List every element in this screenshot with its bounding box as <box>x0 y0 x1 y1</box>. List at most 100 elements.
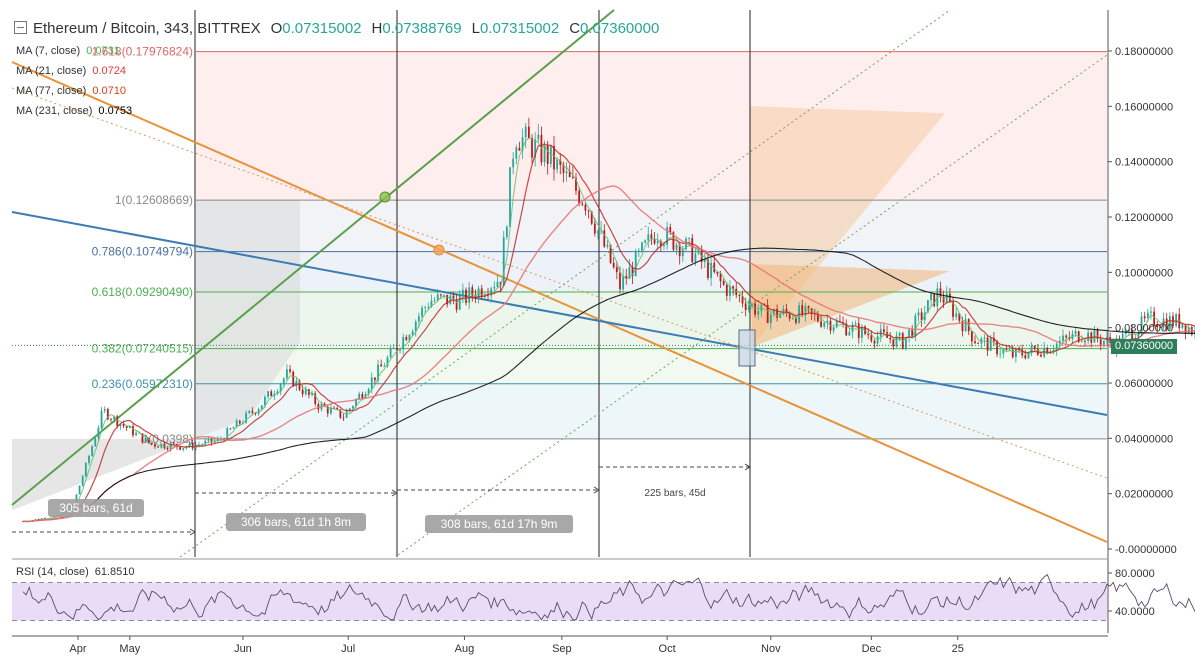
candle-body <box>1143 316 1146 319</box>
ma231-line <box>88 247 1195 508</box>
range-badge: 305 bars, 61d <box>59 501 132 515</box>
green-marker[interactable] <box>379 191 391 203</box>
ma-legend-21[interactable]: MA (21, close) 0.0724 <box>16 65 126 77</box>
fib-zone <box>196 348 1107 384</box>
range-arrow <box>391 489 398 497</box>
candle-body <box>37 519 40 520</box>
ma-legend-value: 0.0753 <box>98 105 133 117</box>
candle-body <box>147 437 150 443</box>
candle-body <box>292 371 295 387</box>
ma-legend-77[interactable]: MA (77, close) 0.0710 <box>16 85 126 97</box>
candle-body <box>625 275 628 279</box>
candle-body <box>773 309 775 315</box>
low-label: L <box>471 20 480 37</box>
candle-body <box>678 244 681 257</box>
candle-body <box>895 335 898 347</box>
candle-body <box>352 406 354 409</box>
time-tick-label: Sep <box>552 643 572 655</box>
candle-body <box>116 416 119 427</box>
candle-body <box>688 237 691 239</box>
candle-body <box>358 393 361 400</box>
candle-body <box>930 293 932 301</box>
candle-body <box>898 333 901 336</box>
candle-body <box>556 159 559 170</box>
ma-legend-label: MA (21, close) <box>16 65 87 77</box>
price-tick-label: 0.18000000 <box>1115 46 1173 58</box>
candle-body <box>889 337 892 340</box>
time-tick-label: Jun <box>234 643 252 655</box>
candle-body <box>1011 349 1014 358</box>
candle-body <box>301 389 304 395</box>
candle-body <box>455 300 458 310</box>
symbol-title: Ethereum / Bitcoin, 343, BITTREX <box>33 20 261 37</box>
candle-body <box>791 318 794 320</box>
candle-body <box>22 521 24 523</box>
candle-body <box>270 391 273 397</box>
range-badge-bg <box>226 513 366 531</box>
candle-body <box>245 412 247 423</box>
candle-body <box>685 238 687 250</box>
time-tick-label: Apr <box>69 643 86 655</box>
candle-body <box>389 348 392 358</box>
candle-body <box>606 244 609 247</box>
candle-body <box>659 241 662 247</box>
candle-body <box>578 190 581 204</box>
candle-body <box>681 249 684 257</box>
candle-body <box>644 240 647 243</box>
rsi-legend[interactable]: RSI (14, close) 61.8510 <box>16 566 135 578</box>
candle-body <box>537 134 540 140</box>
candle-body <box>593 223 596 234</box>
ma-legend-7[interactable]: MA (7, close) 0.0731 <box>16 45 120 57</box>
candle-body <box>870 335 873 341</box>
candle-body <box>493 286 496 289</box>
candle-body <box>691 237 694 263</box>
candle-body <box>474 295 477 299</box>
range-arrow <box>593 486 600 494</box>
ma-legend-231[interactable]: MA (231, close) 0.0753 <box>16 105 132 117</box>
candle-body <box>867 333 870 336</box>
candle-body <box>1005 349 1008 351</box>
rsi-line <box>22 573 1195 621</box>
candle-body <box>254 412 257 414</box>
candle-body <box>883 329 885 333</box>
candle-body <box>251 410 254 413</box>
candle-body <box>628 267 631 279</box>
candle-body <box>977 343 980 344</box>
candle-body <box>1033 345 1036 349</box>
orange-marker[interactable] <box>433 244 445 256</box>
candle-body <box>100 410 103 429</box>
candle-body <box>348 408 351 411</box>
candle-body <box>1102 340 1105 345</box>
candle-body <box>722 281 725 285</box>
candle-body <box>958 313 961 321</box>
collapse-icon[interactable] <box>14 21 27 34</box>
candle-body <box>983 337 986 339</box>
candle-body <box>166 448 169 450</box>
candle-body <box>845 323 848 336</box>
candle-body <box>927 300 929 313</box>
candle-body <box>132 426 134 436</box>
candle-body <box>402 337 405 350</box>
candle-body <box>905 337 907 349</box>
candle-body <box>854 323 857 325</box>
candle-body <box>782 308 785 315</box>
target-box[interactable] <box>738 329 756 367</box>
candle-body <box>807 306 810 309</box>
candle-body <box>744 303 747 310</box>
candle-body <box>559 159 562 166</box>
open-value: 0.07315002 <box>282 20 362 37</box>
price-tick-label: 0.14000000 <box>1115 157 1173 169</box>
candle-body <box>732 286 734 289</box>
candle-body <box>1156 325 1159 328</box>
candle-body <box>279 383 282 392</box>
candle-body <box>207 438 210 441</box>
trendline-orange <box>11 61 1108 543</box>
candle-body <box>333 407 335 409</box>
candle-body <box>603 230 606 247</box>
candle-body <box>461 289 464 296</box>
fib-zone <box>196 251 1107 292</box>
candle-body <box>948 293 951 302</box>
candle-body <box>436 294 439 301</box>
